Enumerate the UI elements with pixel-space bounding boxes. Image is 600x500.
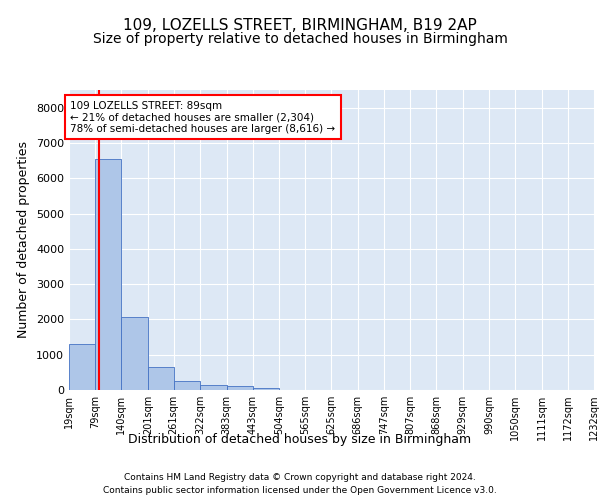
Bar <box>121 316 148 390</box>
Bar <box>95 159 121 390</box>
Bar <box>148 368 174 390</box>
Text: Contains HM Land Registry data © Crown copyright and database right 2024.: Contains HM Land Registry data © Crown c… <box>124 472 476 482</box>
Bar <box>227 386 253 390</box>
Text: Size of property relative to detached houses in Birmingham: Size of property relative to detached ho… <box>92 32 508 46</box>
Bar <box>200 386 227 390</box>
Text: Contains public sector information licensed under the Open Government Licence v3: Contains public sector information licen… <box>103 486 497 495</box>
Bar <box>253 388 279 390</box>
Y-axis label: Number of detached properties: Number of detached properties <box>17 142 31 338</box>
Text: 109, LOZELLS STREET, BIRMINGHAM, B19 2AP: 109, LOZELLS STREET, BIRMINGHAM, B19 2AP <box>123 18 477 32</box>
Text: 109 LOZELLS STREET: 89sqm
← 21% of detached houses are smaller (2,304)
78% of se: 109 LOZELLS STREET: 89sqm ← 21% of detac… <box>70 100 335 134</box>
Text: Distribution of detached houses by size in Birmingham: Distribution of detached houses by size … <box>128 432 472 446</box>
Bar <box>174 381 200 390</box>
Bar <box>69 344 95 390</box>
